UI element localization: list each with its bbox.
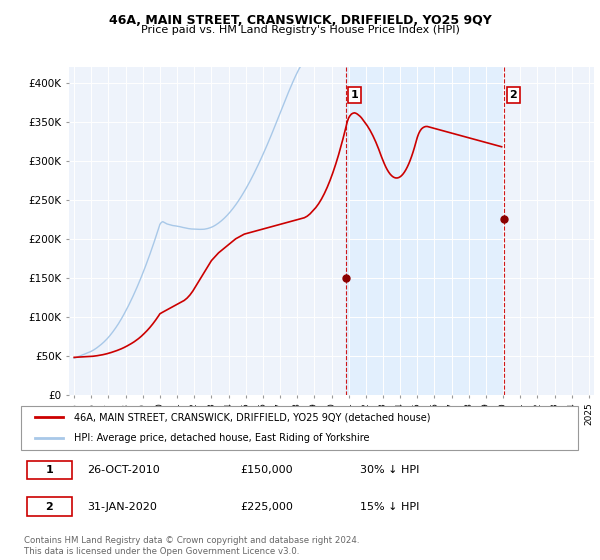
Text: 46A, MAIN STREET, CRANSWICK, DRIFFIELD, YO25 9QY: 46A, MAIN STREET, CRANSWICK, DRIFFIELD, … bbox=[109, 14, 491, 27]
Text: HPI: Average price, detached house, East Riding of Yorkshire: HPI: Average price, detached house, East… bbox=[74, 433, 370, 444]
FancyBboxPatch shape bbox=[27, 461, 72, 479]
Bar bbox=[346, 67, 505, 395]
Text: 46A, MAIN STREET, CRANSWICK, DRIFFIELD, YO25 9QY (detached house): 46A, MAIN STREET, CRANSWICK, DRIFFIELD, … bbox=[74, 412, 431, 422]
Text: 30% ↓ HPI: 30% ↓ HPI bbox=[360, 465, 419, 475]
Text: 26-OCT-2010: 26-OCT-2010 bbox=[87, 465, 160, 475]
Text: 31-JAN-2020: 31-JAN-2020 bbox=[87, 502, 157, 511]
FancyBboxPatch shape bbox=[27, 497, 72, 516]
Text: 15% ↓ HPI: 15% ↓ HPI bbox=[360, 502, 419, 511]
Text: 1: 1 bbox=[46, 465, 53, 475]
Text: £150,000: £150,000 bbox=[240, 465, 293, 475]
Text: £225,000: £225,000 bbox=[240, 502, 293, 511]
Text: 2: 2 bbox=[46, 502, 53, 511]
Text: 2: 2 bbox=[509, 90, 517, 100]
Text: Contains HM Land Registry data © Crown copyright and database right 2024.
This d: Contains HM Land Registry data © Crown c… bbox=[24, 536, 359, 556]
Text: Price paid vs. HM Land Registry's House Price Index (HPI): Price paid vs. HM Land Registry's House … bbox=[140, 25, 460, 35]
FancyBboxPatch shape bbox=[21, 406, 578, 450]
Text: 1: 1 bbox=[351, 90, 359, 100]
